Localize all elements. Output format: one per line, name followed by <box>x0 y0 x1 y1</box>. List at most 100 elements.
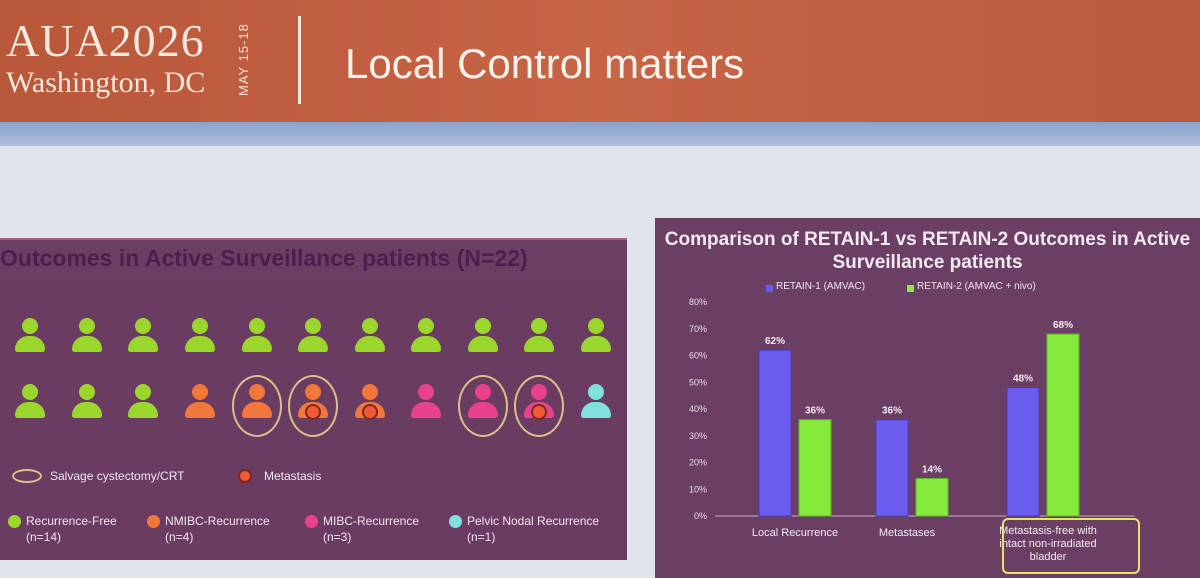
person-head <box>588 384 604 400</box>
person-head <box>79 318 95 334</box>
person-icon <box>182 384 218 420</box>
legend-swatch-retain1 <box>766 285 773 292</box>
person-icon <box>295 384 331 420</box>
person-head <box>79 384 95 400</box>
person-body <box>128 402 158 418</box>
person-body <box>242 336 272 352</box>
bar-chart: 0% 10% 20% 30% 40% 50% 60% 70% 80% 62% 36% 48% 36% 14… <box>689 297 1135 563</box>
mibc-dot-icon <box>305 515 318 528</box>
slide-title: Local Control matters <box>345 40 745 87</box>
person-head <box>475 384 491 400</box>
data-label: 14% <box>922 465 942 476</box>
person-icon <box>578 384 614 420</box>
person-icon <box>352 318 388 354</box>
person-head <box>192 318 208 334</box>
y-tick-label: 10% <box>689 484 707 494</box>
person-body <box>185 336 215 352</box>
category-label: Metastasis-free with intact non-irradiate… <box>999 525 1097 563</box>
person-icon <box>521 384 557 420</box>
person-icon <box>12 384 48 420</box>
y-tick-label: 40% <box>689 404 707 414</box>
person-icon <box>521 318 557 354</box>
person-head <box>305 318 321 334</box>
person-head <box>305 384 321 400</box>
data-label: 36% <box>882 406 902 417</box>
salvage-ring <box>514 375 564 437</box>
salvage-ring <box>288 375 338 437</box>
person-body <box>411 402 441 418</box>
category-label: Metastases <box>879 527 936 539</box>
person-body <box>72 402 102 418</box>
logo-location: Washington, DC <box>6 66 206 99</box>
person-body <box>581 402 611 418</box>
person-head <box>249 318 265 334</box>
y-tick-label: 30% <box>689 431 707 441</box>
person-head <box>192 384 208 400</box>
legend-retain2: RETAIN-2 (AMVAC + nivo) <box>917 281 1036 292</box>
person-body <box>242 402 272 418</box>
person-head <box>22 384 38 400</box>
person-head <box>135 384 151 400</box>
data-label: 48% <box>1013 374 1033 385</box>
person-body <box>15 402 45 418</box>
data-label: 68% <box>1053 320 1073 331</box>
person-head <box>362 318 378 334</box>
legend-mibc-count: (n=3) <box>323 530 352 544</box>
legend-salvage: Salvage cystectomy/CRT <box>50 469 185 483</box>
y-tick-label: 70% <box>689 324 707 334</box>
person-head <box>531 318 547 334</box>
person-icon <box>465 318 501 354</box>
person-icon <box>408 318 444 354</box>
legend-pelvic-nodal-count: (n=1) <box>467 530 496 544</box>
person-head <box>362 384 378 400</box>
bar-retain2 <box>1046 333 1080 517</box>
category-label: Local Recurrence <box>752 527 838 539</box>
metastasis-dot-icon <box>238 469 252 483</box>
legend-pelvic-nodal: Pelvic Nodal Recurrence <box>467 514 600 528</box>
outcomes-title: Outcomes in Active Surveillance patients… <box>0 245 528 271</box>
aua-logo: AUA2026 <box>6 15 205 66</box>
person-icon <box>125 384 161 420</box>
y-tick-label: 50% <box>689 377 707 387</box>
person-head <box>531 384 547 400</box>
person-icon <box>69 384 105 420</box>
nmibc-dot-icon <box>147 515 160 528</box>
legend-retain1: RETAIN-1 (AMVAC) <box>776 281 866 292</box>
person-body <box>581 336 611 352</box>
y-tick-label: 80% <box>689 297 707 307</box>
salvage-ring <box>232 375 282 437</box>
person-body <box>185 402 215 418</box>
person-body <box>468 402 498 418</box>
person-body <box>128 336 158 352</box>
person-icon <box>578 318 614 354</box>
person-body <box>468 336 498 352</box>
person-icon <box>239 384 275 420</box>
y-tick-label: 60% <box>689 351 707 361</box>
person-head <box>22 318 38 334</box>
header-divider <box>298 16 301 104</box>
person-icon <box>408 384 444 420</box>
legend-recurrence-free: Recurrence-Free <box>26 514 117 528</box>
person-body <box>298 336 328 352</box>
bar-retain1 <box>1006 387 1040 517</box>
person-head <box>588 318 604 334</box>
person-icon <box>69 318 105 354</box>
person-head <box>249 384 265 400</box>
person-head <box>135 318 151 334</box>
person-head <box>418 384 434 400</box>
metastasis-marker-icon <box>362 404 378 420</box>
salvage-ring-icon <box>12 469 42 483</box>
y-tick-label: 0% <box>694 511 707 521</box>
person-body <box>411 336 441 352</box>
logo-date: MAY 15-18 <box>236 23 251 96</box>
person-head <box>475 318 491 334</box>
person-icon <box>182 318 218 354</box>
person-head <box>418 318 434 334</box>
legend-recurrence-free-count: (n=14) <box>26 530 62 544</box>
data-label: 36% <box>805 406 825 417</box>
person-body <box>355 336 385 352</box>
chart-title: Comparison of RETAIN-1 vs RETAIN-2 Outco… <box>664 229 1191 273</box>
legend-mibc: MIBC-Recurrence <box>323 514 420 528</box>
person-body <box>15 336 45 352</box>
highlight-box <box>1002 518 1140 574</box>
